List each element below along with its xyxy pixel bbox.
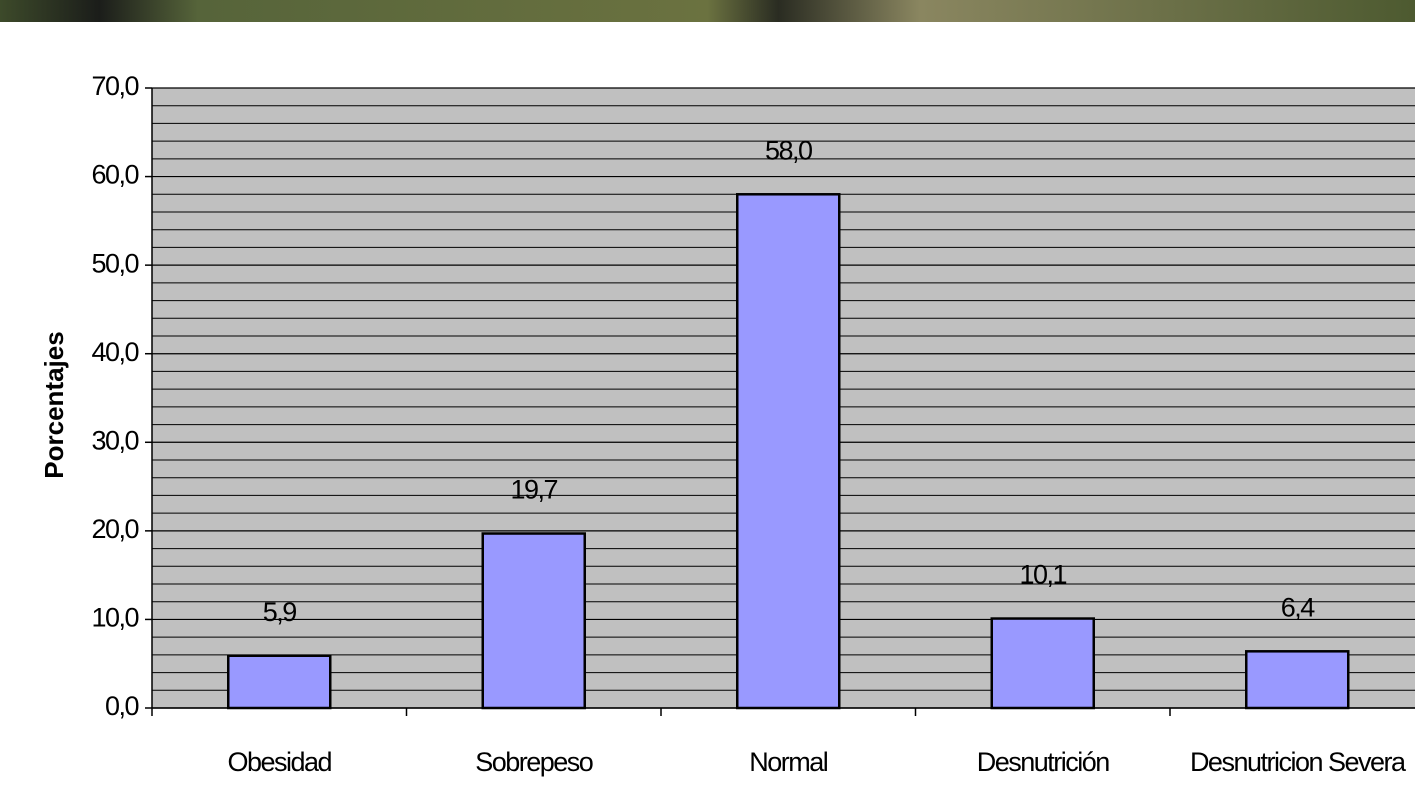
value-label: 19,7 [510, 475, 557, 505]
x-tick-label: Normal [749, 747, 828, 777]
value-label: 5,9 [263, 597, 297, 627]
y-tick-label: 70,0 [91, 71, 138, 101]
value-label: 10,1 [1019, 560, 1066, 590]
bar [990, 617, 1095, 710]
value-label: 6,4 [1281, 592, 1316, 622]
header-photo [0, 0, 1415, 22]
y-tick-label: 30,0 [91, 425, 138, 455]
y-tick-label: 20,0 [91, 514, 138, 544]
bar [481, 532, 586, 710]
y-tick-label: 40,0 [91, 337, 138, 367]
value-label: 58,0 [765, 135, 812, 165]
y-tick-label: 0,0 [105, 691, 139, 721]
y-tick-label: 60,0 [91, 160, 138, 190]
x-tick-label: Obesidad [227, 747, 331, 777]
bar [227, 654, 332, 710]
bar [1245, 650, 1350, 710]
y-tick-label: 50,0 [91, 248, 138, 278]
bar [736, 193, 841, 710]
y-tick-label: 10,0 [91, 603, 138, 633]
y-axis-label: Porcentajes [39, 331, 69, 478]
x-tick-label: Desnutricion Severa [1190, 747, 1407, 777]
x-tick-label: Desnutrición [977, 747, 1110, 777]
x-tick-label: Sobrepeso [475, 747, 593, 777]
